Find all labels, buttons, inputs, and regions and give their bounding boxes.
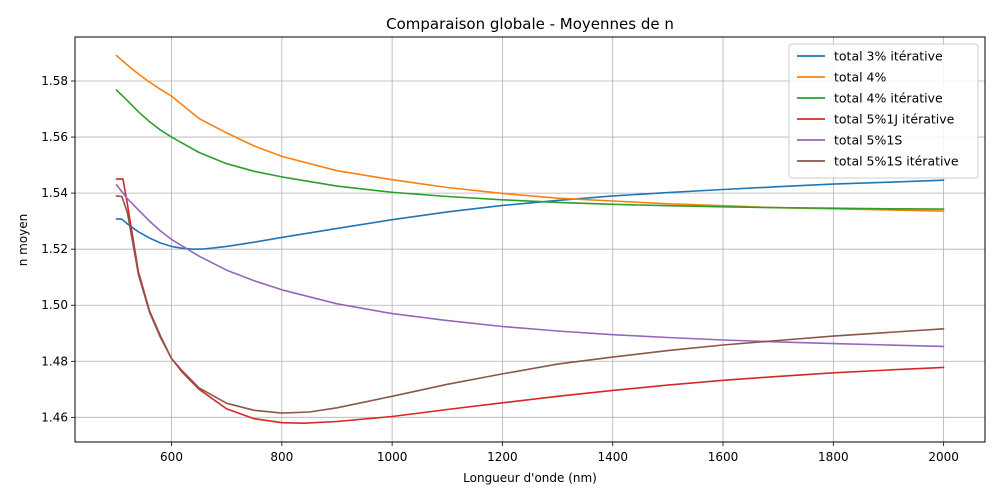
x-tick-label: 1400 bbox=[597, 450, 628, 464]
y-tick-label: 1.52 bbox=[41, 242, 68, 256]
legend-label-6: total 5%1S itérative bbox=[834, 154, 959, 169]
x-tick-label: 1600 bbox=[708, 450, 739, 464]
series-group bbox=[115, 54, 945, 425]
series-line-6 bbox=[115, 195, 945, 414]
series-line-3 bbox=[115, 89, 945, 210]
ticks: 600 800 1000 1200 1400 1600 1800 2000 1.46 1.48 1.… bbox=[41, 74, 959, 464]
x-tick-label: 1000 bbox=[377, 450, 408, 464]
legend-label-1: total 3% itérative bbox=[834, 49, 943, 64]
legend: total 3% itérative total 4% total 4% itéra… bbox=[788, 43, 979, 179]
x-axis-label: Longueur d'onde (nm) bbox=[463, 471, 597, 485]
y-axis-label: n moyen bbox=[16, 214, 30, 267]
y-tick-label: 1.56 bbox=[41, 130, 68, 144]
x-tick-label: 800 bbox=[270, 450, 293, 464]
legend-label-4: total 5%1J itérative bbox=[834, 112, 955, 127]
legend-box bbox=[788, 43, 979, 179]
legend-label-2: total 4% bbox=[834, 70, 887, 85]
y-tick-label: 1.50 bbox=[41, 298, 68, 312]
y-tick-label: 1.48 bbox=[41, 354, 68, 368]
legend-label-3: total 4% itérative bbox=[834, 91, 943, 106]
plot-frame bbox=[74, 36, 986, 443]
x-tick-label: 1200 bbox=[487, 450, 518, 464]
series-line-5 bbox=[115, 183, 945, 348]
y-tick-label: 1.58 bbox=[41, 74, 68, 88]
series-line-1 bbox=[115, 179, 945, 250]
chart-title: Comparaison globale - Moyennes de n bbox=[386, 15, 674, 33]
x-tick-label: 2000 bbox=[928, 450, 959, 464]
y-tick-label: 1.54 bbox=[41, 186, 68, 200]
x-tick-label: 1800 bbox=[818, 450, 849, 464]
x-tick-label: 600 bbox=[160, 450, 183, 464]
legend-label-5: total 5%1S bbox=[834, 133, 902, 148]
y-tick-label: 1.46 bbox=[41, 410, 68, 424]
